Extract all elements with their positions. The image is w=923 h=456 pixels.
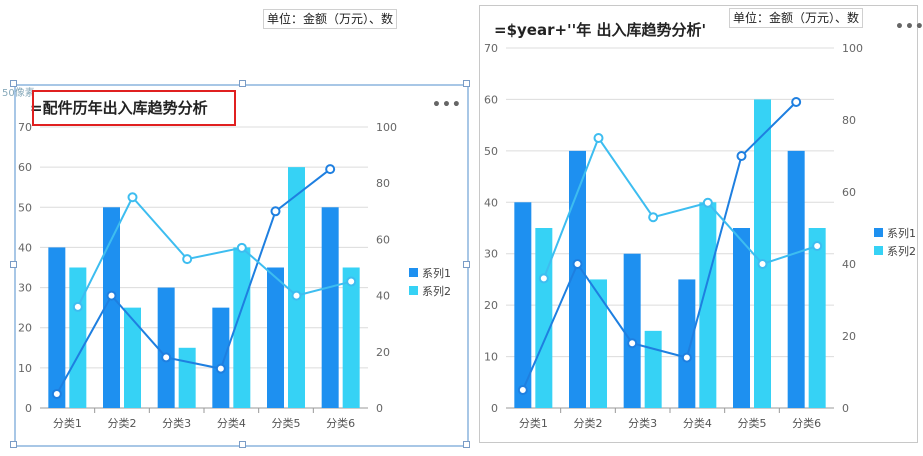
resize-handle-bottom-right[interactable] (463, 441, 470, 448)
resize-handle-top-left[interactable] (10, 80, 17, 87)
chart-title-left[interactable]: =配件历年出入库趋势分析 (30, 99, 208, 117)
unit-note-left: 单位：金额（万元）、数 (263, 9, 398, 29)
resize-handle-top-right[interactable] (463, 80, 470, 87)
unit-note-right: 单位：金额（万元）、数 (729, 8, 864, 28)
resize-handle-left[interactable] (10, 261, 17, 268)
chart-panel-left[interactable] (14, 84, 469, 447)
size-label: 50像素 (2, 88, 35, 99)
resize-handle-bottom[interactable] (239, 441, 246, 448)
more-options-icon[interactable]: ••• (432, 97, 462, 113)
chart-panel-right[interactable] (479, 5, 918, 443)
resize-handle-bottom-left[interactable] (10, 441, 17, 448)
resize-handle-right[interactable] (463, 261, 470, 268)
more-options-icon[interactable]: ••• (895, 19, 923, 35)
chart-title-right[interactable]: =$year+''年 出入库趋势分析' (494, 21, 707, 39)
resize-handle-top[interactable] (239, 80, 246, 87)
title-highlight-box (32, 90, 236, 126)
